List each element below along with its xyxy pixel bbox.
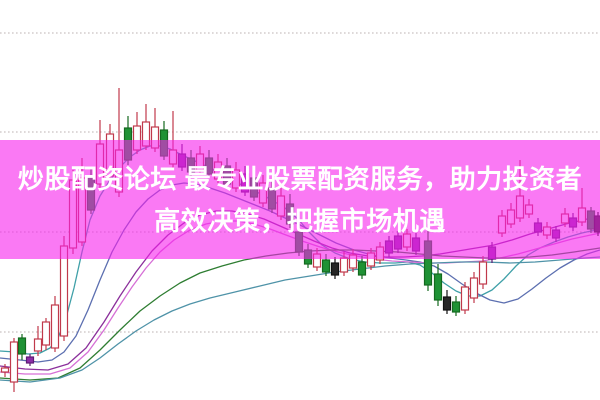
promo-banner: 炒股配资论坛 最专业股票配资服务，助力投资者 高效决策，把握市场机遇 — [0, 140, 600, 259]
candle-body — [33, 338, 43, 352]
candle-body — [469, 277, 479, 299]
candle-body — [17, 337, 27, 355]
candle-body — [357, 261, 367, 276]
candle-body — [433, 273, 443, 301]
candle-body — [451, 301, 461, 313]
ma-cadet — [0, 256, 600, 383]
candle-body — [50, 304, 60, 349]
candle-body — [330, 262, 340, 276]
candle-body — [0, 367, 10, 373]
candle-body — [59, 245, 69, 337]
promo-banner-line-1: 炒股配资论坛 最专业股票配资服务，助力投资者 — [17, 163, 583, 194]
candle-body — [478, 261, 488, 285]
candle-body — [41, 321, 51, 346]
candle-body — [9, 341, 19, 383]
promo-banner-line-2: 高效决策，把握市场机遇 — [154, 205, 446, 236]
candle-body — [321, 259, 331, 273]
ma-green — [0, 247, 600, 381]
candle-body — [442, 296, 452, 311]
candle-body — [25, 356, 35, 364]
candle-body — [339, 257, 349, 273]
candle-body — [460, 286, 470, 311]
